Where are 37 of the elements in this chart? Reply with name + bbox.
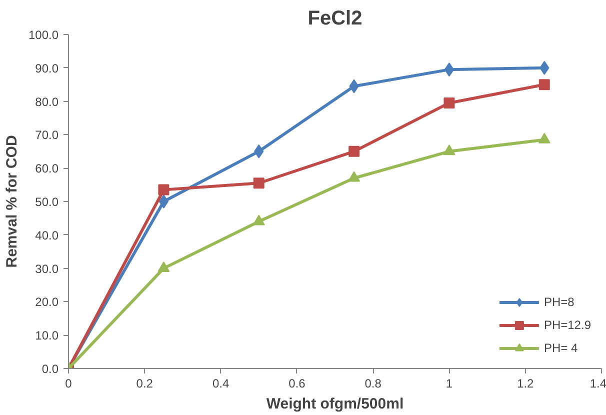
y-tick-label: 20.0 bbox=[35, 295, 59, 310]
point bbox=[538, 132, 550, 144]
x-tick-label: 0 bbox=[65, 376, 72, 390]
x-tick-label: 0.6 bbox=[288, 376, 306, 390]
point bbox=[444, 97, 455, 108]
chart-title: FeCl2 bbox=[308, 8, 362, 30]
x-tick-label: 0.8 bbox=[364, 376, 382, 390]
x-tick-label: 1.2 bbox=[517, 376, 534, 390]
legend-label: PH= 4 bbox=[544, 341, 578, 355]
y-tick-label: 10.0 bbox=[35, 328, 59, 343]
point bbox=[253, 178, 264, 189]
y-tick-label: 0.0 bbox=[42, 362, 59, 376]
x-axis-title: Weight ofgm/500ml bbox=[266, 396, 404, 412]
y-tick-label: 90.0 bbox=[35, 61, 59, 76]
point bbox=[252, 214, 265, 226]
point bbox=[158, 261, 170, 272]
x-tick-label: 1.4 bbox=[590, 376, 606, 390]
y-tick-label: 50.0 bbox=[35, 195, 59, 209]
y-axis-title: Remval % for COD bbox=[3, 135, 20, 268]
point bbox=[443, 144, 456, 156]
point bbox=[158, 194, 169, 208]
y-tick-label: 30.0 bbox=[35, 262, 59, 276]
legend-label: PH=12.9 bbox=[544, 318, 591, 332]
x-tick-label: 0.4 bbox=[212, 376, 230, 390]
y-tick-label: 70.0 bbox=[35, 128, 59, 142]
point bbox=[348, 171, 360, 182]
x-tick-label: 0.2 bbox=[136, 376, 154, 390]
point bbox=[158, 184, 170, 196]
y-tick-label: 100.0 bbox=[28, 28, 59, 42]
point bbox=[444, 62, 454, 77]
x-tick-label: 1 bbox=[446, 376, 453, 390]
point bbox=[348, 146, 360, 157]
y-tick-label: 80.0 bbox=[35, 94, 59, 109]
y-tick-label: 60.0 bbox=[35, 162, 59, 176]
y-tick-label: 40.0 bbox=[35, 228, 59, 242]
point bbox=[538, 79, 550, 90]
legend-label: PH=8 bbox=[544, 295, 574, 309]
